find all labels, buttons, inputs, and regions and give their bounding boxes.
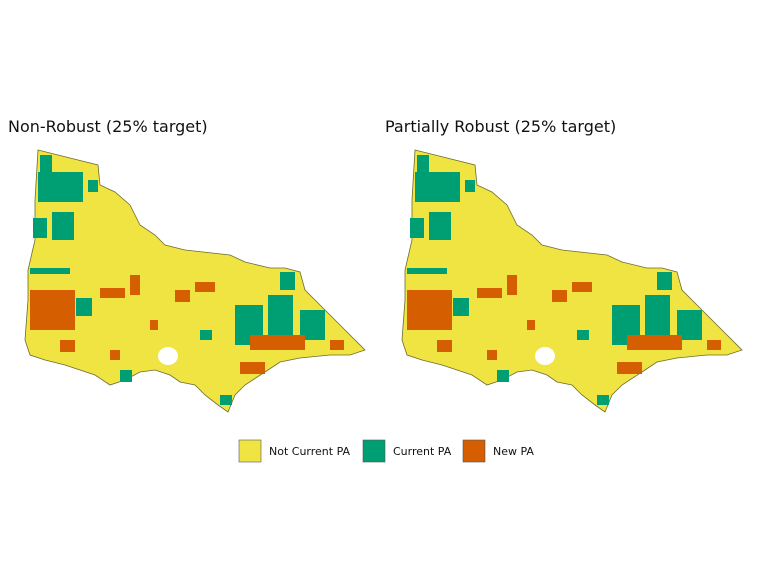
legend-swatch [238, 439, 262, 463]
panel-title: Partially Robust (25% target) [385, 117, 616, 136]
panel-title: Non-Robust (25% target) [8, 117, 208, 136]
legend-label: New PA [493, 445, 534, 458]
legend-label: Not Current PA [269, 445, 351, 458]
legend-swatch [462, 439, 486, 463]
map [401, 149, 743, 413]
map [24, 149, 366, 413]
legend: Not Current PA Current PA New PA [238, 439, 534, 463]
legend-label: Current PA [393, 445, 452, 458]
legend-swatch [362, 439, 386, 463]
